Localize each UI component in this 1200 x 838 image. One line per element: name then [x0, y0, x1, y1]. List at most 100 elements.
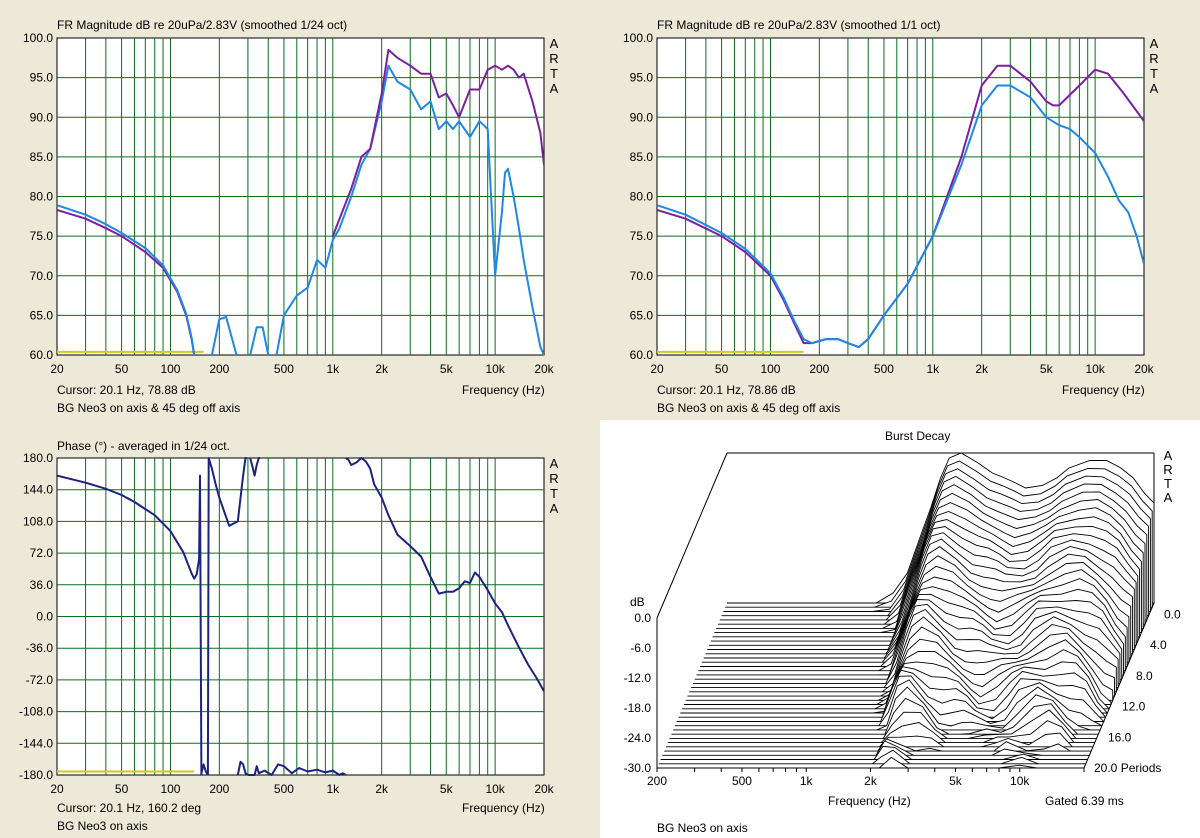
x-tick-label: 100: [160, 362, 180, 376]
x-tick-label: 20: [650, 362, 664, 376]
chart-caption: BG Neo3 on axis & 45 deg off axis: [657, 401, 841, 415]
y-tick-label: 80.0: [30, 190, 54, 204]
depth-tick-label: 4.0: [1150, 638, 1167, 652]
cursor-readout: Cursor: 20.1 Hz, 160.2 deg: [57, 801, 202, 815]
series-line-2: [200, 763, 209, 776]
grid: [657, 38, 1144, 355]
fr-magnitude-chart-1-24-oct: FR Magnitude dB re 20uPa/2.83V (smoothed…: [0, 0, 600, 420]
series-group: [57, 48, 544, 356]
series-line-2: [657, 84, 1144, 349]
y-tick-label: -72.0: [26, 673, 54, 687]
decay-slice: [664, 738, 1092, 752]
brand-letter: R: [549, 51, 558, 66]
gate-readout: Gated 6.39 ms: [1045, 794, 1124, 808]
y-tick-label: 100.0: [623, 31, 653, 45]
y-tick-label: 75.0: [30, 229, 54, 243]
x-tick-label: 200: [647, 774, 667, 788]
axis-depth-right: [1083, 602, 1155, 769]
plot-svg: 100.0 95.0 90.0 85.0 80.0 75.0 70.0 65.0 60.020 5…: [623, 31, 1159, 376]
waterfall-slices: [657, 452, 1155, 769]
series-group: [57, 457, 544, 776]
brand-letter: R: [1149, 51, 1158, 66]
brand-letter: T: [550, 66, 558, 81]
decay-slice: [666, 732, 1093, 748]
x-tick-label: 20k: [534, 782, 554, 796]
z-tick-label: -24.0: [624, 731, 652, 745]
y-tick-label: 95.0: [630, 71, 654, 85]
x-tick-label: 10k: [485, 782, 505, 796]
depth-tick-label: 12.0: [1122, 700, 1146, 714]
brand-letter: T: [1164, 476, 1172, 491]
brand-letter: A: [550, 36, 559, 51]
y-tick-label: 80.0: [630, 190, 654, 204]
x-tick-label: 50: [715, 362, 729, 376]
x-tick-label: 10k: [485, 362, 505, 376]
x-tick-label: 20: [50, 362, 64, 376]
depth-tick-label: 16.0: [1108, 730, 1132, 744]
x-tick-label: 5k: [1040, 362, 1054, 376]
y-tick-label: 0.0: [36, 610, 53, 624]
x-tick-label: 20k: [1134, 362, 1154, 376]
series-line-7: [345, 457, 544, 692]
x-tick-label: 10k: [1010, 774, 1030, 788]
series-line-4: [249, 326, 270, 356]
x-tick-label: 50: [115, 362, 129, 376]
x-tick-label: 500: [274, 782, 294, 796]
x-axis-label: Frequency (Hz): [1062, 383, 1145, 397]
x-tick-label: 100: [160, 782, 180, 796]
x-tick-label: 10k: [1085, 362, 1105, 376]
chart-caption: BG Neo3 on axis & 45 deg off axis: [57, 401, 241, 415]
brand-letter: T: [550, 486, 558, 501]
y-tick-label: 75.0: [630, 229, 654, 243]
y-tick-label: 90.0: [630, 110, 654, 124]
depth-tick-label: 8.0: [1136, 669, 1153, 683]
x-tick-label: 200: [209, 362, 229, 376]
grid: [57, 458, 544, 775]
y-tick-label: 60.0: [30, 348, 54, 362]
series-line-6: [247, 763, 347, 776]
y-tick-label: 65.0: [630, 308, 654, 322]
x-tick-label: 500: [874, 362, 894, 376]
series-line-3: [206, 457, 247, 776]
chart-title: Burst Decay: [885, 429, 951, 443]
series-line-5: [236, 760, 249, 776]
brand-letter: A: [1150, 36, 1159, 51]
y-tick-label: 144.0: [23, 483, 53, 497]
series-line-2: [57, 204, 196, 356]
chart-caption: BG Neo3 on axis: [57, 819, 148, 833]
y-tick-label: 70.0: [30, 269, 54, 283]
decay-slice: [658, 749, 1086, 765]
y-tick-label: 60.0: [630, 348, 654, 362]
brand-letter: T: [1150, 66, 1158, 81]
x-tick-label: 2k: [375, 782, 389, 796]
z-tick-label: 0.0: [634, 611, 651, 625]
x-tick-label: 2k: [864, 774, 878, 788]
y-tick-label: 180.0: [23, 451, 53, 465]
plot-svg: 180.0 144.0 108.0 72.0 36.0 0.0 -36.0 -72.0 -108…: [19, 451, 559, 796]
x-tick-label: 200: [209, 782, 229, 796]
z-tick-label: -12.0: [624, 671, 652, 685]
brand-letter: A: [1150, 81, 1159, 96]
series-line-4: [249, 457, 260, 477]
chart-title: FR Magnitude dB re 20uPa/2.83V (smoothed…: [57, 18, 348, 32]
decay-slice: [660, 745, 1088, 760]
decay-slice: [662, 740, 1090, 756]
chart-title: FR Magnitude dB re 20uPa/2.83V (smoothed…: [657, 18, 941, 32]
y-tick-label: -180.0: [19, 768, 53, 782]
x-tick-label: 50: [115, 782, 129, 796]
series-group: [657, 64, 1144, 353]
x-tick-label: 2k: [375, 362, 389, 376]
cursor-readout: Cursor: 20.1 Hz, 78.86 dB: [657, 383, 796, 397]
series-line-1: [57, 474, 203, 776]
x-tick-label: 5k: [440, 362, 454, 376]
y-tick-label: -36.0: [26, 641, 54, 655]
z-tick-label: -18.0: [624, 701, 652, 715]
brand-letter: A: [1164, 448, 1173, 463]
z-tick-label: -6.0: [630, 641, 651, 655]
x-axis-label: Frequency (Hz): [462, 383, 545, 397]
x-axis-label: Frequency (Hz): [462, 801, 545, 815]
x-tick-label: 1k: [326, 362, 340, 376]
y-tick-label: 100.0: [23, 31, 53, 45]
plot-svg: 100.0 95.0 90.0 85.0 80.0 75.0 70.0 65.0 60.020 5…: [23, 31, 559, 376]
x-tick-label: 5k: [440, 782, 454, 796]
